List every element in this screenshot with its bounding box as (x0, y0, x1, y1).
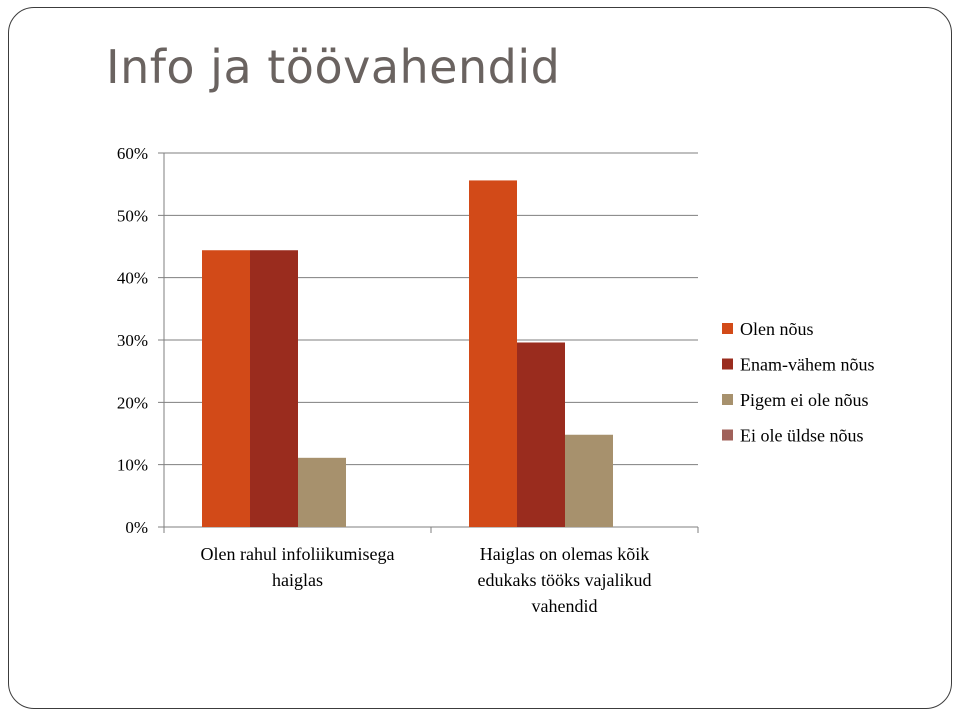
slide-title: Info ja töövahendid (106, 40, 561, 94)
bar-2-1 (250, 250, 298, 528)
bar-3-2 (565, 434, 613, 527)
y-tick-label: 60% (117, 144, 148, 163)
y-tick-label: 40% (117, 269, 148, 288)
bar-1-2 (469, 180, 517, 527)
legend-swatch (722, 358, 733, 370)
y-tick-label: 50% (117, 206, 148, 225)
bar-3-1 (298, 457, 346, 527)
legend-label: Pigem ei ole nõus (740, 390, 869, 410)
y-tick-label: 30% (117, 331, 148, 350)
legend-label: Ei ole üldse nõus (740, 426, 864, 446)
y-tick-label: 0% (125, 518, 148, 537)
bar-2-2 (517, 342, 565, 527)
legend-swatch (722, 394, 733, 405)
legend-swatch (722, 323, 733, 334)
category-label: Olen rahul infoliikumisega (201, 544, 395, 564)
category-label: haiglas (272, 570, 323, 590)
y-tick-label: 10% (117, 456, 148, 475)
y-tick-label: 20% (117, 393, 148, 412)
legend-swatch (722, 429, 733, 441)
legend-label: Olen nõus (740, 319, 814, 339)
category-label: vahendid (532, 596, 598, 616)
legend-label: Enam-vähem nõus (740, 355, 874, 375)
category-label: edukaks tööks vajalikud (478, 570, 652, 590)
category-label: Haiglas on olemas kõik (480, 544, 649, 564)
bar-1-1 (202, 250, 250, 528)
